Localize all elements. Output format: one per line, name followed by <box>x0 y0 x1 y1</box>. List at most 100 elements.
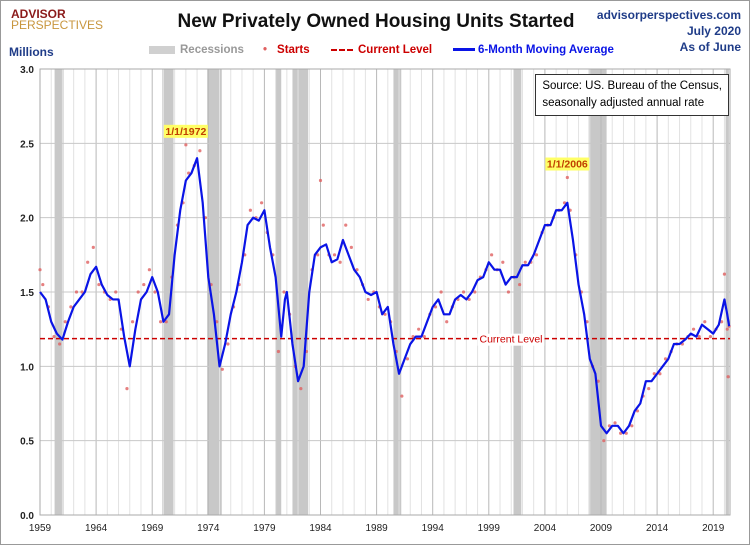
site-info: advisorperspectives.com July 2020 As of Ju… <box>597 7 741 55</box>
y-tick-label: 0.5 <box>20 437 34 448</box>
starts-point <box>708 335 712 339</box>
starts-point <box>411 335 415 339</box>
starts-point <box>562 201 567 205</box>
starts-point <box>86 260 90 264</box>
starts-point <box>417 327 421 331</box>
as-of: As of June <box>679 40 741 54</box>
starts-point <box>38 268 42 272</box>
starts-point <box>130 320 135 324</box>
starts-point <box>445 320 449 324</box>
starts-point <box>142 282 146 287</box>
starts-point <box>534 253 539 257</box>
x-tick-label: 2009 <box>590 523 613 534</box>
starts-point <box>366 297 370 302</box>
starts-point <box>691 327 696 331</box>
logo-line2: PERSPECTIVES <box>11 18 104 32</box>
starts-point <box>355 268 359 272</box>
starts-point <box>647 387 651 391</box>
starts-point <box>602 439 606 443</box>
starts-point <box>596 379 600 383</box>
x-tick-label: 1999 <box>478 523 501 534</box>
starts-point <box>215 320 219 324</box>
starts-point <box>114 290 118 294</box>
starts-point <box>652 372 656 376</box>
starts-point <box>624 431 628 435</box>
starts-point <box>63 320 67 324</box>
x-tick-label: 1989 <box>365 523 388 534</box>
peak-annotation: 1/1/1972 <box>165 126 206 138</box>
starts-point <box>332 253 337 257</box>
y-tick-label: 0.0 <box>20 511 34 522</box>
logo-line1: ADVISOR <box>11 7 66 21</box>
legend-label: Current Level <box>358 44 433 56</box>
starts-point <box>722 272 727 276</box>
y-axis-label: Millions <box>9 45 54 59</box>
report-date: July 2020 <box>686 24 741 38</box>
starts-point <box>506 290 511 294</box>
starts-point <box>523 260 527 264</box>
starts-point <box>125 387 129 391</box>
x-tick-label: 2019 <box>702 523 725 534</box>
starts-point <box>41 282 45 287</box>
current-level-label: Current Level <box>479 334 542 346</box>
starts-point <box>473 290 477 294</box>
starts-point <box>433 305 438 309</box>
starts-point <box>518 282 522 287</box>
starts-point <box>720 320 724 324</box>
legend-current: Current Level <box>331 44 432 56</box>
y-tick-label: 1.0 <box>20 362 34 373</box>
source-box: Source: US. Bureau of the Census, seasona… <box>535 74 729 116</box>
starts-point <box>697 335 701 339</box>
logo: ADVISOR PERSPECTIVES <box>11 7 104 32</box>
starts-point <box>147 268 151 272</box>
starts-point <box>703 320 707 324</box>
y-tick-label: 2.5 <box>20 139 34 150</box>
starts-point <box>400 394 404 398</box>
y-tick-label: 1.5 <box>20 288 34 299</box>
starts-point <box>248 208 252 212</box>
annotation-highlight <box>163 124 208 138</box>
starts-point <box>259 201 264 205</box>
x-tick-label: 1969 <box>141 523 164 534</box>
starts-point <box>422 335 426 339</box>
starts-point <box>619 431 623 435</box>
starts-point <box>164 320 168 324</box>
starts-point <box>635 409 640 413</box>
starts-point <box>490 253 494 257</box>
legend-current-line <box>331 48 353 51</box>
moving-average-line <box>39 157 731 435</box>
starts-point <box>136 290 140 294</box>
legend-label: Recessions <box>180 44 244 56</box>
starts-point <box>91 245 95 249</box>
starts-point <box>69 305 73 309</box>
annotation-highlight <box>545 157 590 171</box>
current-level-label-bg <box>477 333 545 346</box>
starts-point <box>630 424 634 428</box>
starts-point <box>321 223 325 227</box>
starts-point <box>153 290 157 294</box>
starts-point <box>226 342 230 346</box>
y-tick-label: 2.0 <box>20 214 34 225</box>
starts-point <box>97 282 101 287</box>
peak-annotation: 1/1/2006 <box>547 159 588 171</box>
starts-point <box>80 290 84 294</box>
starts-point <box>74 290 79 294</box>
starts-point <box>318 178 323 183</box>
starts-point <box>184 143 188 147</box>
starts-point <box>349 245 353 249</box>
starts-point <box>383 312 387 316</box>
starts-point <box>565 175 569 180</box>
x-tick-label: 1959 <box>29 523 52 534</box>
x-tick-label: 1994 <box>422 523 445 534</box>
starts-point <box>467 297 471 302</box>
starts-point <box>52 335 56 339</box>
x-tick-label: 1979 <box>253 523 276 534</box>
legend-starts-dot: • <box>263 44 268 56</box>
site-url: advisorperspectives.com <box>596 8 741 22</box>
x-tick-label: 1984 <box>309 523 332 534</box>
starts-point <box>316 253 320 257</box>
starts-point <box>439 290 443 294</box>
legend-ma: 6-Month Moving Average <box>453 44 614 56</box>
